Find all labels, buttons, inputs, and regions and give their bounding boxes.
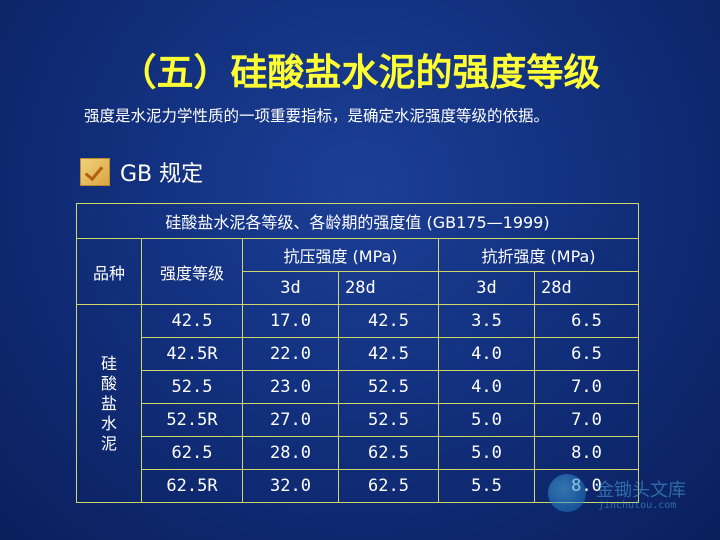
page-title: （五）硅酸盐水泥的强度等级 — [119, 51, 601, 94]
cell-flex-28d: 6.5 — [534, 337, 639, 371]
header-flexural-28d: 28d — [534, 271, 639, 305]
header-compressive-28d: 28d — [338, 271, 439, 305]
variety-char: 酸 — [100, 373, 117, 393]
watermark-url: jinchutou.com — [598, 500, 677, 511]
table-row: 62.5R 32.0 62.5 5.5 8.0 — [77, 469, 639, 503]
cell-flex-3d: 5.0 — [438, 436, 535, 470]
cell-flex-3d: 3.5 — [438, 304, 535, 338]
gb-bullet: GB 规定 — [80, 156, 203, 188]
watermark-name: 金锄头文库 — [596, 480, 686, 501]
cell-comp-28d: 62.5 — [338, 469, 439, 503]
cell-flex-28d: 7.0 — [534, 370, 639, 404]
cell-flex-3d: 5.0 — [438, 403, 535, 437]
table-header-row: 品种 强度等级 抗压强度 (MPa) 抗折强度 (MPa) — [76, 238, 639, 305]
header-compressive: 抗压强度 (MPa) — [242, 238, 439, 272]
table-row: 52.5R 27.0 52.5 5.0 7.0 — [77, 403, 639, 437]
cell-flex-28d: 6.5 — [534, 304, 639, 338]
watermark-logo-icon — [548, 474, 586, 512]
strength-table: 硅酸盐水泥各等级、各龄期的强度值 (GB175—1999) 品种 强度等级 抗压… — [76, 203, 639, 503]
cell-grade: 52.5 — [141, 370, 243, 404]
variety-char: 盐 — [100, 393, 117, 413]
cell-comp-28d: 42.5 — [338, 304, 439, 338]
cell-comp-28d: 52.5 — [338, 370, 439, 404]
cell-grade: 52.5R — [141, 403, 243, 437]
cell-comp-28d: 52.5 — [338, 403, 439, 437]
header-grade: 强度等级 — [141, 238, 243, 305]
cell-comp-3d: 28.0 — [242, 436, 339, 470]
cell-grade: 62.5 — [141, 436, 243, 470]
variety-char: 泥 — [100, 433, 117, 453]
header-flexural-3d: 3d — [438, 271, 535, 305]
cell-flex-28d: 8.0 — [534, 436, 639, 470]
cell-comp-28d: 62.5 — [338, 436, 439, 470]
table-row: 52.5 23.0 52.5 4.0 7.0 — [77, 370, 639, 404]
cell-grade: 42.5 — [141, 304, 243, 338]
cell-comp-3d: 17.0 — [242, 304, 339, 338]
subtitle: 强度是水泥力学性质的一项重要指标，是确定水泥强度等级的依据。 — [84, 107, 550, 125]
cell-flex-3d: 5.5 — [438, 469, 535, 503]
cell-flex-3d: 4.0 — [438, 337, 535, 371]
table-row: 硅 酸 盐 水 泥 42.5 17.0 42.5 3.5 6.5 — [76, 304, 639, 503]
cell-comp-3d: 27.0 — [242, 403, 339, 437]
cell-comp-3d: 23.0 — [242, 370, 339, 404]
cell-grade: 62.5R — [141, 469, 243, 503]
table-row: 62.5 28.0 62.5 5.0 8.0 — [77, 436, 639, 470]
cell-grade: 42.5R — [141, 337, 243, 371]
cell-comp-3d: 32.0 — [242, 469, 339, 503]
cell-flex-28d: 7.0 — [534, 403, 639, 437]
table-caption: 硅酸盐水泥各等级、各龄期的强度值 (GB175—1999) — [76, 203, 639, 239]
variety-char: 硅 — [100, 353, 117, 373]
variety-cell: 硅 酸 盐 水 泥 — [76, 304, 142, 503]
header-flexural: 抗折强度 (MPa) — [438, 238, 639, 272]
header-compressive-3d: 3d — [242, 271, 339, 305]
watermark: 金锄头文库 jinchutou.com — [540, 472, 710, 522]
checkmark-icon — [80, 158, 110, 186]
cell-comp-3d: 22.0 — [242, 337, 339, 371]
table-subheader-row: 3d 28d 3d 28d — [77, 271, 639, 305]
variety-char: 水 — [100, 413, 117, 433]
gb-label: GB 规定 — [120, 162, 204, 187]
table-row: 42.5R 22.0 42.5 4.0 6.5 — [77, 337, 639, 371]
table-caption-row: 硅酸盐水泥各等级、各龄期的强度值 (GB175—1999) — [76, 203, 639, 239]
cell-flex-3d: 4.0 — [438, 370, 535, 404]
header-variety: 品种 — [76, 238, 142, 305]
cell-comp-28d: 42.5 — [338, 337, 439, 371]
